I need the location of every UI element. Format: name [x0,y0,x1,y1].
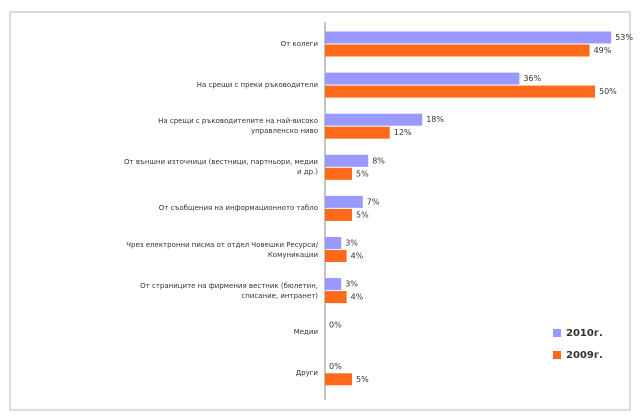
bar [325,278,342,291]
category-label: От външни източници (вестници, партньори… [124,158,318,177]
value-label: 5% [356,375,369,384]
category-label: Медии [293,327,318,336]
category-label: На срещи с преки ръководители [196,81,318,90]
value-label: 36% [523,74,541,83]
value-label: 4% [351,293,364,302]
category-label: От страниците на фирмения вестник (бюлет… [140,281,318,300]
value-label: 0% [329,362,342,371]
plot-frame [9,11,631,411]
value-label: 5% [356,210,369,219]
value-label: 0% [329,321,342,330]
bar [325,208,352,221]
bar [325,250,347,262]
category-label: От съобщения на информационното табло [158,204,318,213]
legend-swatch [553,329,561,337]
category-label: Други [295,368,318,377]
value-label: 12% [394,128,412,137]
bar [325,154,369,167]
value-label: 8% [372,156,385,165]
value-label: 53% [615,33,633,42]
value-label: 3% [345,280,358,289]
category-label: Чрез електронни писма от отдел Човешки Р… [126,240,318,259]
value-label: 50% [599,87,617,96]
category-label: От колеги [280,40,318,48]
bar [325,113,423,126]
value-label: 7% [367,197,380,206]
bar [325,167,352,180]
bar [325,373,352,386]
legend-swatch [553,351,561,359]
bar [325,237,342,249]
legend-label: 2009г. [566,350,603,361]
value-label: 3% [345,239,358,248]
legend-label: 2010г. [566,328,603,339]
bar [325,291,347,304]
bar [325,195,363,208]
value-label: 4% [351,252,364,261]
value-label: 5% [356,169,369,178]
bar [325,126,390,139]
value-label: 18% [426,115,444,124]
bar [325,31,612,44]
bar [325,72,520,85]
bar [325,44,590,57]
category-label: На срещи с ръководителите на най-високо … [158,117,318,136]
value-label: 49% [594,46,612,55]
bar [325,85,595,98]
